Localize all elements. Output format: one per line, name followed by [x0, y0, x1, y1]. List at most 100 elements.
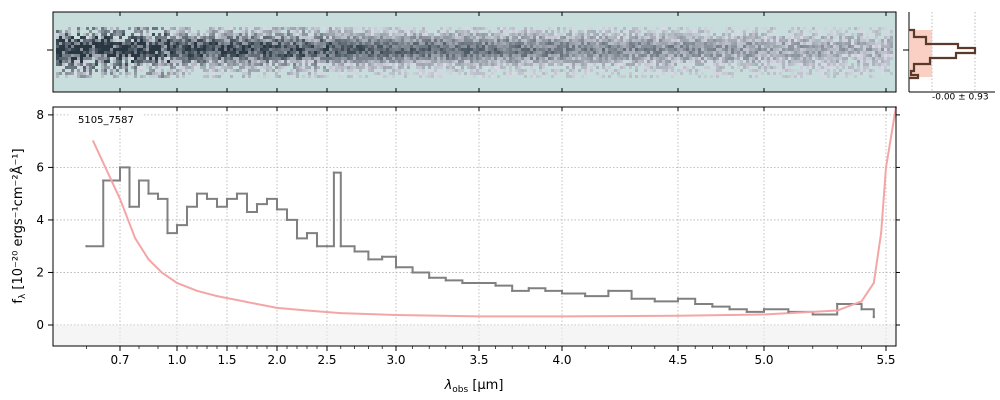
- pixel: [77, 54, 80, 57]
- pixel: [284, 33, 287, 36]
- pixel: [707, 42, 710, 45]
- pixel: [413, 39, 416, 42]
- pixel: [224, 54, 227, 57]
- pixel: [167, 57, 170, 60]
- pixel: [437, 51, 440, 54]
- pixel: [416, 36, 419, 39]
- pixel: [116, 69, 119, 72]
- pixel: [860, 60, 863, 63]
- pixel: [737, 63, 740, 66]
- pixel: [296, 51, 299, 54]
- pixel: [380, 42, 383, 45]
- pixel: [365, 33, 368, 36]
- pixel: [728, 36, 731, 39]
- pixel: [281, 27, 284, 30]
- pixel: [728, 60, 731, 63]
- pixel: [470, 42, 473, 45]
- pixel: [80, 75, 83, 78]
- pixel: [362, 48, 365, 51]
- pixel: [281, 48, 284, 51]
- pixel: [269, 66, 272, 69]
- pixel: [509, 45, 512, 48]
- pixel: [536, 30, 539, 33]
- pixel: [782, 48, 785, 51]
- pixel: [413, 57, 416, 60]
- pixel: [149, 60, 152, 63]
- pixel: [506, 39, 509, 42]
- pixel: [719, 36, 722, 39]
- pixel: [386, 54, 389, 57]
- pixel: [326, 36, 329, 39]
- pixel: [584, 48, 587, 51]
- pixel: [824, 60, 827, 63]
- pixel: [647, 45, 650, 48]
- pixel: [179, 48, 182, 51]
- pixel: [224, 36, 227, 39]
- pixel: [374, 48, 377, 51]
- pixel: [68, 27, 71, 30]
- pixel: [395, 69, 398, 72]
- pixel: [575, 75, 578, 78]
- pixel: [344, 45, 347, 48]
- pixel: [65, 36, 68, 39]
- pixel: [215, 69, 218, 72]
- pixel: [248, 39, 251, 42]
- pixel: [356, 36, 359, 39]
- pixel: [680, 45, 683, 48]
- pixel: [59, 45, 62, 48]
- pixel: [749, 42, 752, 45]
- pixel: [521, 72, 524, 75]
- pixel: [884, 45, 887, 48]
- pixel: [581, 48, 584, 51]
- pixel: [797, 48, 800, 51]
- pixel: [644, 45, 647, 48]
- pixel: [164, 30, 167, 33]
- pixel: [404, 72, 407, 75]
- pixel: [638, 48, 641, 51]
- pixel: [743, 66, 746, 69]
- pixel: [347, 51, 350, 54]
- pixel: [284, 42, 287, 45]
- pixel: [380, 36, 383, 39]
- pixel: [80, 51, 83, 54]
- pixel: [599, 39, 602, 42]
- pixel: [878, 45, 881, 48]
- pixel: [737, 42, 740, 45]
- pixel: [515, 33, 518, 36]
- pixel: [878, 27, 881, 30]
- pixel: [881, 60, 884, 63]
- pixel: [182, 66, 185, 69]
- pixel: [290, 36, 293, 39]
- pixel: [686, 66, 689, 69]
- pixel: [449, 66, 452, 69]
- pixel: [854, 57, 857, 60]
- pixel: [317, 48, 320, 51]
- pixel: [629, 42, 632, 45]
- pixel: [380, 63, 383, 66]
- pixel: [125, 48, 128, 51]
- pixel: [416, 42, 419, 45]
- pixel: [593, 57, 596, 60]
- pixel: [305, 48, 308, 51]
- pixel: [272, 57, 275, 60]
- pixel: [299, 39, 302, 42]
- pixel: [623, 42, 626, 45]
- pixel: [557, 27, 560, 30]
- pixel: [341, 45, 344, 48]
- pixel: [383, 60, 386, 63]
- pixel: [74, 39, 77, 42]
- pixel: [530, 57, 533, 60]
- pixel: [449, 51, 452, 54]
- pixel: [83, 42, 86, 45]
- pixel: [485, 51, 488, 54]
- pixel: [833, 45, 836, 48]
- pixel: [206, 39, 209, 42]
- pixel: [458, 51, 461, 54]
- pixel: [749, 75, 752, 78]
- pixel: [314, 39, 317, 42]
- pixel: [185, 33, 188, 36]
- pixel: [170, 42, 173, 45]
- pixel: [158, 36, 161, 39]
- pixel: [881, 63, 884, 66]
- pixel: [398, 69, 401, 72]
